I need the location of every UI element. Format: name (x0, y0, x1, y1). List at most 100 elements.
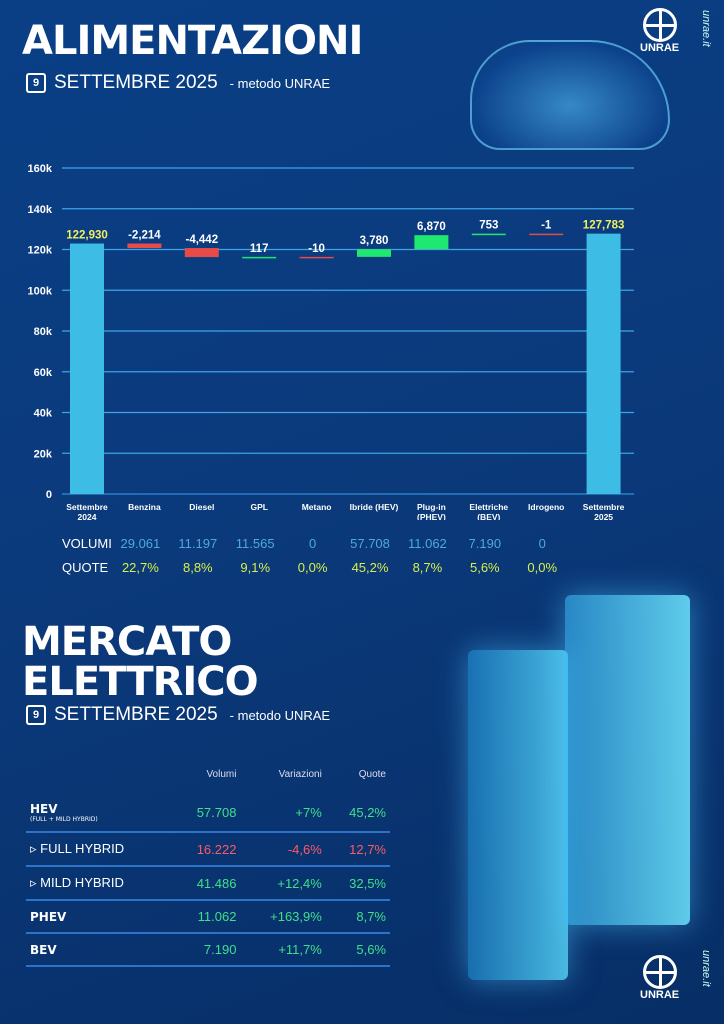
volumi-value: 57.708 (350, 536, 390, 551)
data-label: 117 (250, 243, 269, 255)
col-variazioni: Variazioni (278, 769, 322, 780)
page-title: ALIMENTAZIONI (22, 18, 363, 64)
data-label: 127,783 (583, 220, 625, 232)
bar-settembre-2025 (586, 233, 621, 494)
period-subtitle-2: 9 SETTEMBRE 2025 - metodo UNRAE (26, 704, 330, 726)
quote-value: 9,1% (240, 560, 271, 575)
x-tick-label: GPL (250, 502, 267, 512)
bar-elettriche-bev- (471, 233, 506, 236)
unrae-logo: UNRAE (640, 8, 679, 54)
row-note: (FULL + MILD HYBRID) (30, 816, 98, 823)
x-tick-label: Diesel (189, 502, 214, 512)
volumi-value: 7.190 (468, 536, 502, 551)
y-tick-label: 140k (28, 204, 53, 216)
waterfall-chart: 0 20k 40k 60k 80k 100k 120k 140k 160k 122,930 Sett… (28, 163, 634, 520)
volumi-label: VOLUMI (62, 536, 112, 551)
period: SETTEMBRE 2025 (54, 72, 218, 93)
data-label: -1 (541, 220, 552, 232)
y-tick-label: 0 (46, 489, 52, 501)
x-tick-label: (BEV) (477, 512, 500, 520)
quota-cell: 8,7% (325, 900, 390, 934)
x-tick-label: Benzina (128, 502, 161, 512)
data-label: 122,930 (66, 230, 108, 242)
table-row: ▹ MILD HYBRID 41.486 +12,4% 32,5% (26, 866, 390, 901)
y-tick-label: 40k (34, 408, 53, 420)
variazione-cell: -4,6% (240, 832, 326, 867)
volumi-value: 29.061 (120, 536, 161, 551)
table-row: HEV (FULL + MILD HYBRID) 57.708 +7% 45,2% (26, 794, 390, 833)
x-tick-label: Settembre (66, 502, 108, 512)
volumi-value: 0 (308, 536, 317, 551)
volumi-cell: 16.222 (172, 832, 241, 867)
bar-gpl (242, 256, 277, 259)
quote-value: 0,0% (297, 560, 328, 575)
volumi-cell: 41.486 (172, 866, 241, 901)
bar-ibride-hev- (357, 249, 391, 257)
x-tick-label: Plug-in (417, 502, 446, 512)
volumi-cell: 57.708 (172, 794, 241, 833)
car-illustration (470, 40, 670, 150)
bar-diesel (184, 248, 219, 258)
data-label: 6,870 (417, 221, 446, 233)
period-subtitle: 9 SETTEMBRE 2025 - metodo UNRAE (26, 72, 330, 94)
quote-value: 8,7% (412, 560, 443, 575)
bar-idrogeno (529, 233, 564, 236)
data-label: 3,780 (360, 235, 389, 247)
quote-value: 0,0% (527, 560, 558, 575)
volumi-value: 0 (538, 536, 546, 551)
variazione-cell: +11,7% (240, 933, 326, 967)
period: SETTEMBRE 2025 (54, 704, 218, 725)
variazione-cell: +12,4% (240, 866, 326, 901)
row-name: ▹ FULL HYBRID (26, 832, 173, 867)
unrae-logo-bottom: UNRAE (640, 955, 679, 1001)
col-volumi: Volumi (206, 769, 237, 780)
data-label: -10 (308, 243, 325, 255)
row-name: ▹ MILD HYBRID (26, 866, 173, 901)
quote-label: QUOTE (62, 560, 109, 575)
bar-plug-in-phev- (414, 235, 449, 250)
volumi-value: 11.565 (235, 536, 275, 551)
variazione-cell: +7% (240, 794, 326, 833)
calendar-icon: 9 (26, 705, 46, 725)
row-name: HEV (FULL + MILD HYBRID) (26, 794, 173, 833)
x-tick-label: Idrogeno (528, 502, 564, 512)
x-tick-label: 2024 (78, 512, 97, 520)
logo-text: UNRAE (640, 989, 680, 1001)
bar-benzina (127, 243, 162, 249)
quote-value: 8,8% (182, 560, 213, 575)
charger-illustration (468, 650, 568, 980)
table-row: ▹ FULL HYBRID 16.222 -4,6% 12,7% (26, 832, 390, 867)
quota-cell: 12,7% (325, 832, 390, 867)
bar-settembre-2024 (70, 243, 104, 494)
quote-value: 5,6% (469, 560, 500, 575)
volumi-cell: 11.062 (172, 900, 241, 934)
section-title: MERCATO ELETTRICO (22, 619, 259, 705)
quote-value: 22,7% (121, 560, 159, 575)
x-tick-label: Settembre (583, 502, 625, 512)
table-row: PHEV 11.062 +163,9% 8,7% (26, 900, 390, 934)
globe-icon (642, 8, 677, 42)
y-tick-label: 60k (34, 367, 53, 379)
globe-icon (642, 955, 677, 989)
volumi-cell: 7.190 (172, 933, 241, 967)
method: - metodo UNRAE (229, 75, 331, 91)
x-tick-label: (PHEV) (417, 512, 446, 520)
quota-cell: 45,2% (325, 794, 390, 833)
data-label: -4,442 (185, 234, 218, 246)
charger-illustration (565, 595, 690, 925)
x-tick-label: Elettriche (469, 502, 508, 512)
electric-market-table: Volumi Variazioni Quote HEV (FULL + MILD HY… (26, 765, 390, 967)
volumi-value: 11.197 (178, 536, 218, 551)
x-tick-label: Metano (302, 502, 332, 512)
method: - metodo UNRAE (229, 707, 331, 723)
quota-cell: 5,6% (325, 933, 390, 967)
bar-metano (299, 256, 334, 259)
col-quote: Quote (358, 769, 386, 780)
quota-cell: 32,5% (325, 866, 390, 901)
row-name: PHEV (26, 900, 173, 934)
variazione-cell: +163,9% (240, 900, 326, 934)
y-tick-label: 160k (28, 163, 53, 175)
quote-value: 45,2% (351, 560, 389, 575)
y-tick-label: 100k (28, 285, 53, 297)
calendar-icon: 9 (26, 73, 46, 93)
